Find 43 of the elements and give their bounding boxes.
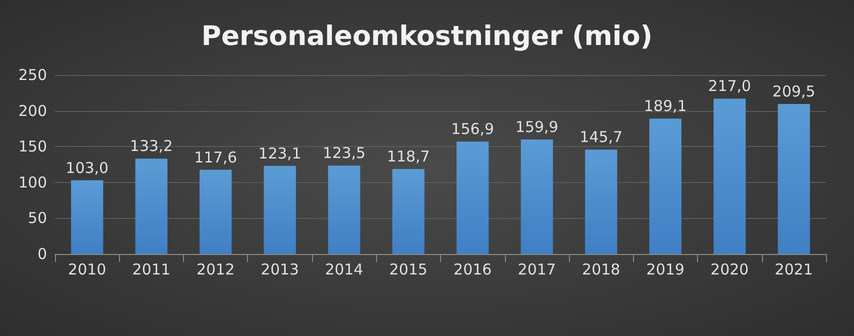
x-tick-label: 2012 [196,260,235,278]
x-tick-label: 2015 [389,260,428,278]
x-tick-label: 2018 [582,260,620,278]
chart-title: Personaleomkostninger (mio) [201,21,653,52]
bar [328,166,360,254]
data-label: 159,9 [515,118,558,136]
x-tick-label: 2021 [774,260,813,278]
bar [649,118,682,254]
bar [135,158,168,254]
x-tick-label: 2013 [260,260,299,278]
y-tick-label: 150 [18,138,47,156]
bar [585,150,618,254]
x-tick-label: 2019 [646,260,684,278]
bar [520,140,553,254]
x-tick-label: 2011 [132,260,170,278]
bar [264,166,296,254]
bar [778,104,810,254]
data-label: 209,5 [772,82,816,100]
data-label: 156,9 [451,120,494,138]
data-label: 123,1 [258,144,302,162]
bar [200,170,232,254]
x-tick-label: 2017 [518,260,556,278]
y-tick-label: 100 [18,173,47,192]
bar [392,169,424,254]
bar [71,180,104,254]
y-tick-label: 250 [18,66,47,84]
bar [714,98,746,254]
data-label: 118,7 [386,148,430,166]
y-tick-label: 200 [18,102,47,120]
data-label: 217,0 [708,77,752,96]
data-label: 133,2 [130,137,173,156]
x-tick-label: 2010 [68,260,106,278]
x-tick-label: 2014 [325,260,364,278]
data-label: 189,1 [644,97,687,116]
x-tick-label: 2020 [710,260,749,278]
y-tick-label: 0 [37,245,47,263]
x-tick-label: 2016 [454,260,492,278]
data-label: 145,7 [580,128,623,146]
data-label: 117,6 [194,148,238,166]
bar [456,142,489,254]
data-label: 123,5 [322,144,366,162]
data-label: 103,0 [66,158,109,177]
y-tick-label: 50 [28,209,47,228]
